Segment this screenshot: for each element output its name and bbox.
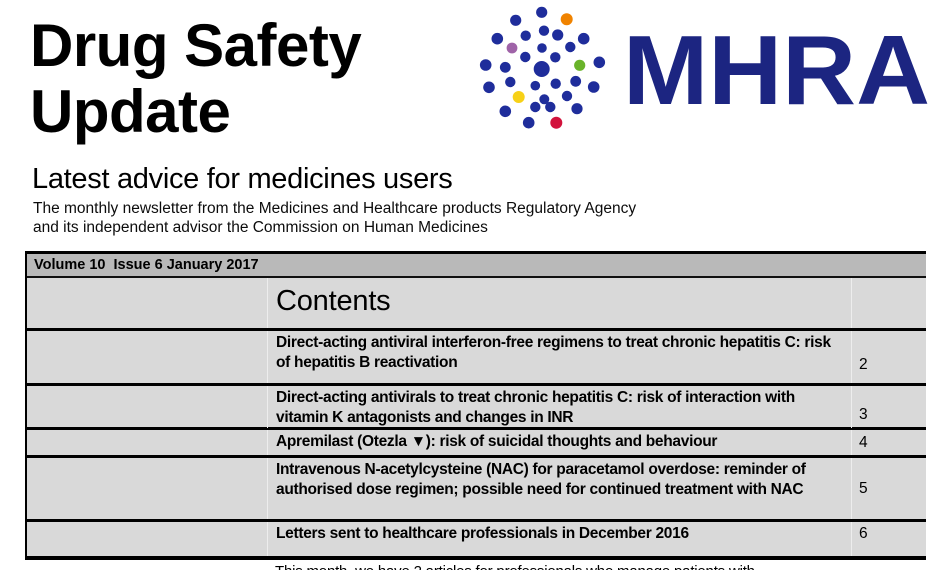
page-number-cell: 5 xyxy=(851,458,926,519)
contents-row-4: Intravenous N-acetylcysteine (NAC) for p… xyxy=(27,455,926,519)
contents-heading-row: Contents xyxy=(27,278,926,328)
page-number-cell: 3 xyxy=(851,386,926,428)
red-dot-icon xyxy=(550,116,563,129)
contents-row-3: Apremilast (Otezla ▼): risk of suicidal … xyxy=(27,427,926,455)
newsletter-description: The monthly newsletter from the Medicine… xyxy=(33,199,636,237)
title-line-1: Drug Safety xyxy=(30,12,362,79)
heading-cell: Contents xyxy=(267,278,851,328)
title-line-2: Update xyxy=(30,78,231,145)
row-left-spacer xyxy=(27,430,267,455)
page-number-cell: 2 xyxy=(851,331,926,383)
mhra-logo: MHRA xyxy=(479,6,930,129)
mhra-logo-text: MHRA xyxy=(623,15,930,125)
row-left-spacer xyxy=(27,386,267,428)
issue-bar-text: Volume 10 Issue 6 January 2017 xyxy=(34,256,259,273)
article-title: Apremilast (Otezla ▼): risk of suicidal … xyxy=(276,433,718,450)
newsletter-title: Drug Safety Update xyxy=(30,12,362,145)
article-title-cell: Intravenous N-acetylcysteine (NAC) for p… xyxy=(267,458,851,519)
page-number: 2 xyxy=(859,356,868,373)
row-left-spacer xyxy=(27,522,267,556)
row-left-spacer xyxy=(27,458,267,519)
heading-page-spacer xyxy=(851,278,926,328)
description-line-2: and its independent advisor the Commissi… xyxy=(33,219,488,236)
page-number-cell: 6 xyxy=(851,522,926,556)
page-number: 3 xyxy=(859,406,868,423)
article-title-cell: Apremilast (Otezla ▼): risk of suicidal … xyxy=(267,430,851,455)
article-title: Letters sent to healthcare professionals… xyxy=(276,525,689,542)
page-number: 5 xyxy=(859,479,868,497)
purple-dot-icon xyxy=(506,42,518,54)
mhra-dots-icon xyxy=(479,6,606,129)
page-number-cell: 4 xyxy=(851,430,926,455)
page-number: 4 xyxy=(859,433,868,451)
contents-row-2: Direct-acting antivirals to treat chroni… xyxy=(27,383,926,428)
article-title: Intravenous N-acetylcysteine (NAC) for p… xyxy=(276,461,806,498)
contents-heading: Contents xyxy=(276,285,391,317)
page-number: 6 xyxy=(859,525,868,542)
contents-row-5: Letters sent to healthcare professionals… xyxy=(27,519,926,556)
description-line-1: The monthly newsletter from the Medicine… xyxy=(33,200,637,217)
article-title-cell: Direct-acting antiviral interferon-free … xyxy=(267,331,851,383)
newsletter-tagline: Latest advice for medicines users xyxy=(32,163,453,195)
heading-left-spacer xyxy=(27,278,267,328)
article-title-cell: Direct-acting antivirals to treat chroni… xyxy=(267,386,851,428)
orange-dot-icon xyxy=(560,13,573,26)
intro-paragraph-partial: This month, we have 2 articles for profe… xyxy=(275,563,755,570)
contents-table: Volume 10 Issue 6 January 2017 Contents … xyxy=(25,251,926,560)
article-title: Direct-acting antiviral interferon-free … xyxy=(276,334,831,371)
yellow-dot-icon xyxy=(512,91,525,103)
contents-row-1: Direct-acting antiviral interferon-free … xyxy=(27,328,926,383)
row-left-spacer xyxy=(27,331,267,383)
article-title-cell: Letters sent to healthcare professionals… xyxy=(267,522,851,556)
article-title: Direct-acting antivirals to treat chroni… xyxy=(276,389,795,426)
issue-bar: Volume 10 Issue 6 January 2017 xyxy=(27,254,926,278)
green-dot-icon xyxy=(574,59,586,71)
